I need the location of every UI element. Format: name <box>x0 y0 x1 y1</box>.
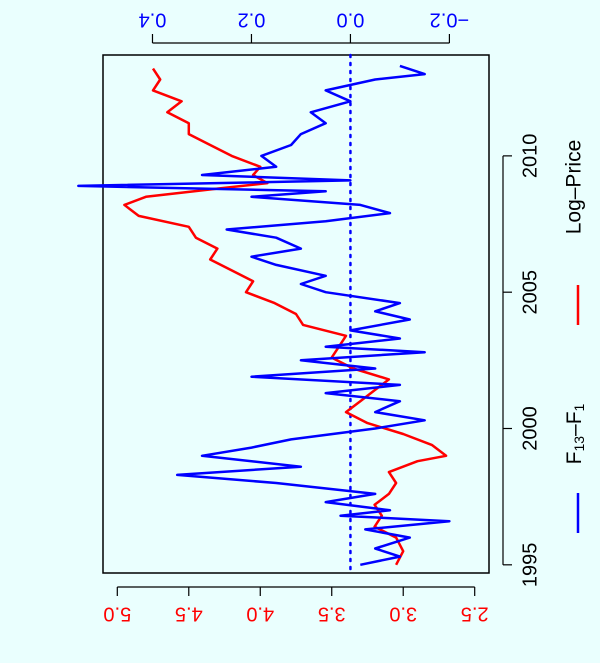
legend: F13–F1 Log–Price <box>563 140 587 533</box>
log-price-tick-label: 2.5 <box>461 603 489 625</box>
spread-tick-label: −0.2 <box>430 9 469 31</box>
legend-label-log-price: Log–Price <box>563 140 586 235</box>
plot-frame <box>102 54 490 574</box>
log-price-axis: 2.5 3.0 3.5 4.0 4.5 5.0 <box>103 586 489 625</box>
spread-tick-label: 0.4 <box>139 9 167 31</box>
log-price-tick-label: 4.5 <box>175 603 203 625</box>
year-tick-label: 2000 <box>519 406 541 451</box>
year-tick-label: 1995 <box>519 543 541 588</box>
log-price-tick-label: 4.0 <box>246 603 274 625</box>
spread-tick-label: 0.2 <box>238 9 266 31</box>
legend-label-spread: F13–F1 <box>563 403 587 464</box>
spread-tick-label: 0.0 <box>337 9 365 31</box>
spread-series-line <box>77 64 451 567</box>
year-tick-label: 2005 <box>519 270 541 315</box>
log-price-tick-label: 3.0 <box>389 603 417 625</box>
spread-axis: −0.2 0.0 0.2 0.4 <box>139 9 469 44</box>
log-price-tick-label: 5.0 <box>103 603 131 625</box>
series-layer <box>77 64 451 567</box>
year-axis: 1995 2000 2005 2010 <box>502 134 541 588</box>
year-tick-label: 2010 <box>519 134 541 179</box>
log-price-tick-label: 3.5 <box>318 603 346 625</box>
log-price-series-line <box>123 67 448 566</box>
